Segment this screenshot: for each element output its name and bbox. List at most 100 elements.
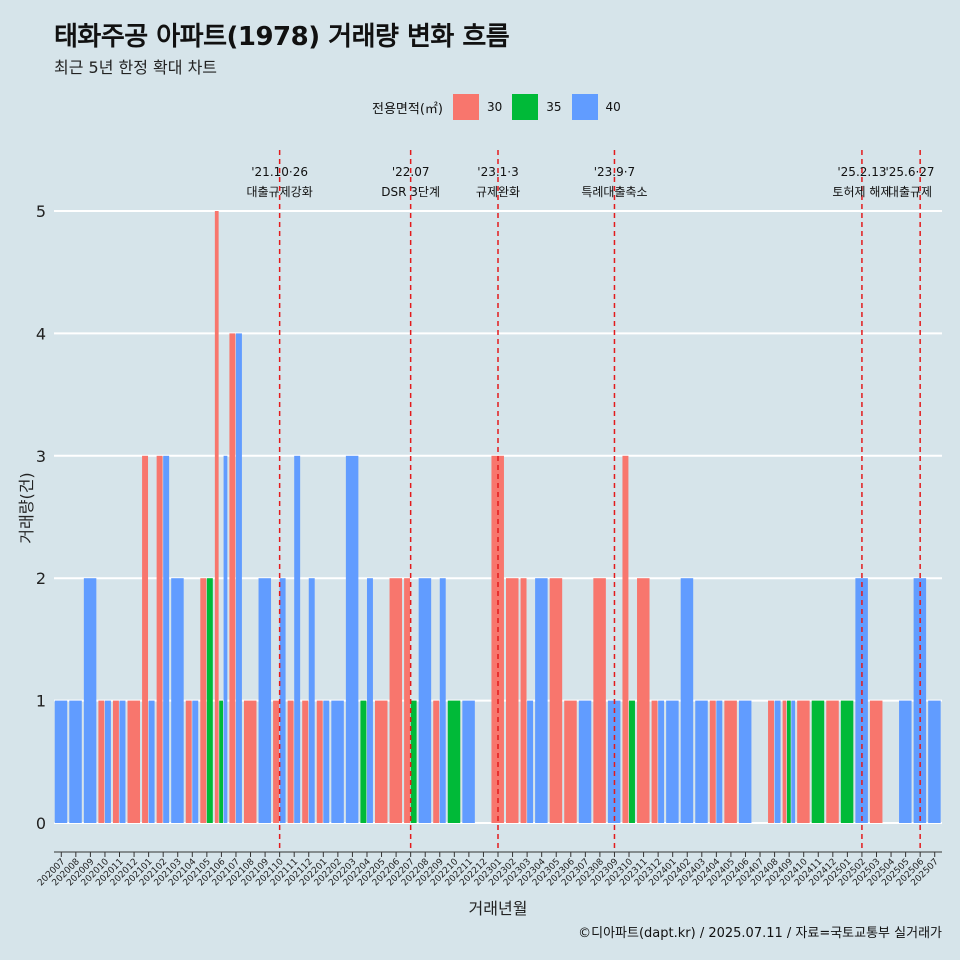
bar-202106-40 <box>223 455 228 823</box>
bar-202401-40 <box>666 700 679 823</box>
bar-202101-30 <box>142 455 149 823</box>
bar-202404-40 <box>716 700 723 823</box>
event-date-0: '21.10·26 <box>251 165 308 179</box>
bar-202312-40 <box>658 700 665 823</box>
bar-202312-30 <box>651 700 658 823</box>
bar-202207-35 <box>410 700 417 823</box>
bar-202110-30 <box>273 700 280 823</box>
bar-202011-40 <box>119 700 126 823</box>
bar-202507-40 <box>928 700 941 823</box>
bar-202106-30 <box>214 211 219 823</box>
bar-202307-40 <box>578 700 592 823</box>
bar-202204-35 <box>360 700 367 823</box>
bar-202210-35 <box>447 700 461 823</box>
y-axis-title: 거래량(건) <box>17 472 36 543</box>
bar-202405-30 <box>724 700 737 823</box>
event-date-2: '23.1·3 <box>477 165 518 179</box>
event-label-2: 규제완화 <box>476 185 520 199</box>
bar-202305-30 <box>549 578 563 823</box>
y-tick-label-0: 0 <box>36 814 46 833</box>
chart-title: 태화주공 아파트(1978) 거래량 변화 흐름 <box>54 22 510 52</box>
bar-202203-40 <box>345 455 359 823</box>
bar-202310-30 <box>622 455 629 823</box>
bar-202303-40 <box>527 700 534 823</box>
bar-202501-35 <box>840 700 854 823</box>
bar-202206-30 <box>389 578 403 823</box>
bar-202008-40 <box>69 700 82 823</box>
bar-202410-30 <box>797 700 810 823</box>
legend-swatch-30 <box>452 94 479 120</box>
bar-202211-40 <box>462 700 475 823</box>
bar-202104-40 <box>192 700 199 823</box>
bar-202010-40 <box>104 700 111 823</box>
bar-202209-40 <box>439 578 446 823</box>
bar-202107-30 <box>229 333 236 823</box>
bar-202411-35 <box>811 700 825 823</box>
bar-202303-30 <box>520 578 527 823</box>
bar-202106-35 <box>219 700 223 823</box>
legend-label-30: 30 <box>486 100 503 114</box>
bar-202010-30 <box>98 700 105 823</box>
bar-202409-40 <box>791 700 796 823</box>
bar-202412-30 <box>826 700 839 823</box>
legend: 전용면적(㎡) 30 35 40 <box>372 92 631 122</box>
legend-label-35: 35 <box>546 100 562 114</box>
bar-202102-40 <box>163 455 170 823</box>
bar-202101-40 <box>148 700 155 823</box>
bar-202404-30 <box>709 700 716 823</box>
bar-202309-40 <box>607 700 621 823</box>
legend-swatch-40 <box>571 94 598 120</box>
bar-202208-40 <box>418 578 432 823</box>
event-date-3: '23.9·7 <box>594 165 635 179</box>
bar-202406-40 <box>738 700 752 823</box>
bar-202311-30 <box>637 578 650 823</box>
event-date-5: '25.6·27 <box>885 165 934 179</box>
bar-202111-30 <box>287 700 294 823</box>
event-label-0: 대출규제강화 <box>247 185 313 199</box>
bar-202104-30 <box>185 700 192 823</box>
bar-202409-35 <box>786 700 791 823</box>
bar-202109-40 <box>258 578 272 823</box>
bar-202201-30 <box>316 700 323 823</box>
legend-item-30: 30 <box>452 94 506 120</box>
bar-202310-35 <box>629 700 635 823</box>
bar-202503-30 <box>869 700 883 823</box>
bar-202108-30 <box>243 700 257 823</box>
legend-item-40: 40 <box>571 94 625 120</box>
legend-item-35: 35 <box>512 94 565 120</box>
bar-202012-30 <box>127 700 141 823</box>
event-label-5: 대출규제 <box>888 185 932 199</box>
bar-202304-40 <box>535 578 548 823</box>
event-label-1: DSR 3단계 <box>381 185 440 199</box>
bar-202111-40 <box>294 455 301 823</box>
bar-202011-30 <box>112 700 119 823</box>
bar-202110-40 <box>279 578 286 823</box>
bar-202408-40 <box>774 700 781 823</box>
y-tick-label-4: 4 <box>36 324 46 343</box>
bar-202112-30 <box>302 700 309 823</box>
legend-title: 전용면적(㎡) <box>372 101 443 117</box>
event-date-1: '22.07 <box>392 165 430 179</box>
y-tick-label-5: 5 <box>36 202 46 221</box>
bar-202302-30 <box>506 578 519 823</box>
y-tick-label-3: 3 <box>36 447 46 466</box>
bar-202402-40 <box>680 578 694 823</box>
bar-202105-30 <box>200 578 207 823</box>
bar-202408-30 <box>768 700 774 823</box>
event-label-3: 특례대출축소 <box>581 185 647 199</box>
bar-202409-30 <box>782 700 787 823</box>
bar-202009-40 <box>83 578 97 823</box>
bar-202105-35 <box>206 578 213 823</box>
event-date-4: '25.2.13 <box>837 165 886 179</box>
bar-202112-40 <box>308 578 315 823</box>
bar-202103-40 <box>171 578 184 823</box>
bar-202205-30 <box>374 700 388 823</box>
chart-subtitle: 최근 5년 한정 확대 차트 <box>54 58 218 77</box>
legend-swatch-35 <box>512 94 539 120</box>
bar-202403-40 <box>695 700 708 823</box>
bar-202505-40 <box>899 700 912 823</box>
bar-202202-40 <box>331 700 344 823</box>
y-tick-label-1: 1 <box>36 692 46 711</box>
